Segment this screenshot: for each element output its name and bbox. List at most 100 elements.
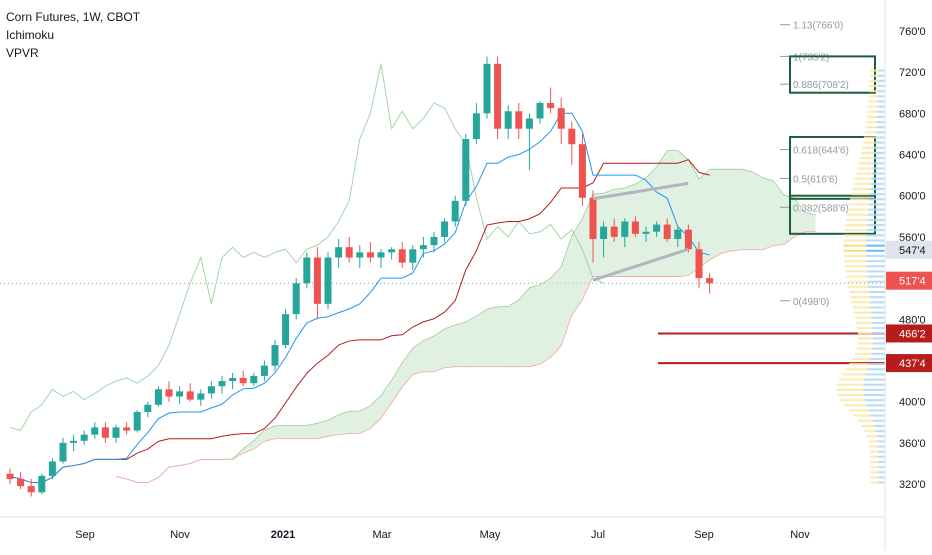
ichimoku-cloud-segment: [243, 440, 254, 454]
candle-body: [589, 197, 597, 239]
volume-profile-bar: [852, 357, 871, 360]
candle-body: [462, 139, 470, 201]
candle-body: [154, 389, 162, 405]
volume-profile-bar: [871, 311, 885, 314]
volume-profile-bar: [866, 254, 885, 257]
volume-profile-bar: [877, 100, 885, 103]
indicator-ichimoku[interactable]: Ichimoku: [6, 28, 55, 42]
trendline-lower: [592, 247, 689, 282]
fib-level-label: 1.13(766'0): [793, 21, 843, 32]
candle: [578, 133, 586, 206]
volume-profile-bar: [870, 187, 885, 191]
ichimoku-cloud-segment: [762, 177, 774, 250]
chart-title[interactable]: Corn Futures, 1W, CBOT: [6, 10, 141, 24]
volume-profile-bar: [836, 383, 864, 386]
ichimoku-cloud-segment: [253, 430, 265, 450]
candle: [536, 100, 544, 124]
candle: [176, 386, 184, 404]
candle-body: [101, 427, 109, 438]
candle-body: [568, 128, 576, 145]
volume-profile-bar: [870, 414, 885, 417]
volume-profile-bar: [867, 218, 885, 221]
volume-profile-bar: [878, 450, 885, 453]
candle-body: [684, 229, 692, 250]
indicator-vpvr[interactable]: VPVR: [6, 46, 39, 60]
volume-profile-bar: [845, 368, 868, 371]
ichimoku-cloud-segment: [423, 336, 434, 372]
volume-profile-bar: [868, 203, 885, 206]
candle-body: [345, 247, 353, 258]
candle: [600, 221, 608, 258]
volume-profile-bar: [877, 95, 885, 98]
volume-profile-bar: [855, 352, 872, 355]
volume-profile-bar: [844, 260, 867, 263]
candle-body: [271, 345, 279, 366]
candle-body: [176, 391, 184, 397]
candle-body: [451, 200, 459, 222]
volume-profile-bar: [872, 172, 885, 175]
candle-body: [642, 231, 650, 234]
candle-body: [483, 63, 491, 114]
volume-profile-bar: [869, 301, 885, 304]
candle: [154, 386, 162, 407]
volume-profile-bar: [862, 146, 875, 149]
volume-profile-bar: [866, 404, 885, 407]
ichimoku-cloud-segment: [794, 198, 805, 237]
volume-profile-bar: [855, 316, 872, 319]
volume-profile-bar: [877, 84, 885, 88]
candle-body: [260, 365, 268, 376]
candle: [260, 360, 268, 382]
ichimoku-cloud-segment: [730, 169, 742, 251]
volume-profile-bar: [843, 254, 867, 257]
volume-profile-bar: [866, 244, 885, 247]
volume-profile-bar: [875, 430, 885, 433]
ichimoku-cloud-segment: [550, 266, 562, 358]
volume-profile-bar: [856, 172, 873, 175]
volume-profile-bar: [849, 290, 869, 294]
candle: [674, 226, 682, 248]
volume-profile-bar: [868, 409, 885, 412]
volume-profile-bar: [843, 234, 867, 237]
ichimoku-cloud-segment: [773, 180, 784, 246]
ichimoku-cloud-segment: [699, 169, 710, 268]
ichimoku-cloud-segment: [497, 306, 509, 367]
ichimoku-cloud-segment: [656, 150, 668, 277]
y-axis-tick-label: 680'0: [899, 108, 926, 120]
candle: [165, 381, 173, 402]
ichimoku-cloud-segment: [518, 287, 530, 367]
y-axis-tick-label: 400'0: [899, 397, 926, 409]
candle-body: [409, 249, 417, 263]
volume-profile-bar: [867, 224, 885, 227]
candle: [568, 121, 576, 165]
volume-profile-bar: [866, 229, 885, 232]
candle: [6, 468, 14, 485]
candle-body: [377, 252, 385, 258]
ichimoku-cloud-segment: [381, 380, 392, 419]
volume-profile-bar: [852, 306, 871, 309]
y-axis-tick-label: 480'0: [899, 314, 926, 326]
volume-profile-bar: [844, 265, 867, 268]
ichimoku-cloud-segment: [306, 423, 318, 439]
volume-profile-bar: [853, 311, 872, 314]
ichimoku-cloud-segment: [677, 150, 689, 277]
ichimoku-cloud-segment: [624, 184, 636, 277]
candle-body: [536, 103, 544, 119]
ichimoku-cloud-segment: [508, 299, 519, 367]
volume-profile-bar: [875, 131, 885, 134]
volume-profile-bar: [878, 455, 885, 458]
candle: [101, 422, 109, 443]
volume-profile-bar: [877, 79, 885, 82]
price-tag-label: 437'4: [899, 358, 926, 370]
volume-profile-bar: [878, 471, 885, 474]
candle: [472, 103, 480, 145]
volume-profile-bar: [852, 187, 871, 191]
volume-profile-bar: [845, 218, 868, 221]
volume-profile-bar: [877, 90, 885, 93]
price-tag: [886, 354, 932, 373]
candle-body: [578, 144, 586, 198]
volume-profile-bar: [845, 224, 868, 227]
volume-profile-bar: [851, 301, 870, 304]
candle: [207, 381, 215, 399]
